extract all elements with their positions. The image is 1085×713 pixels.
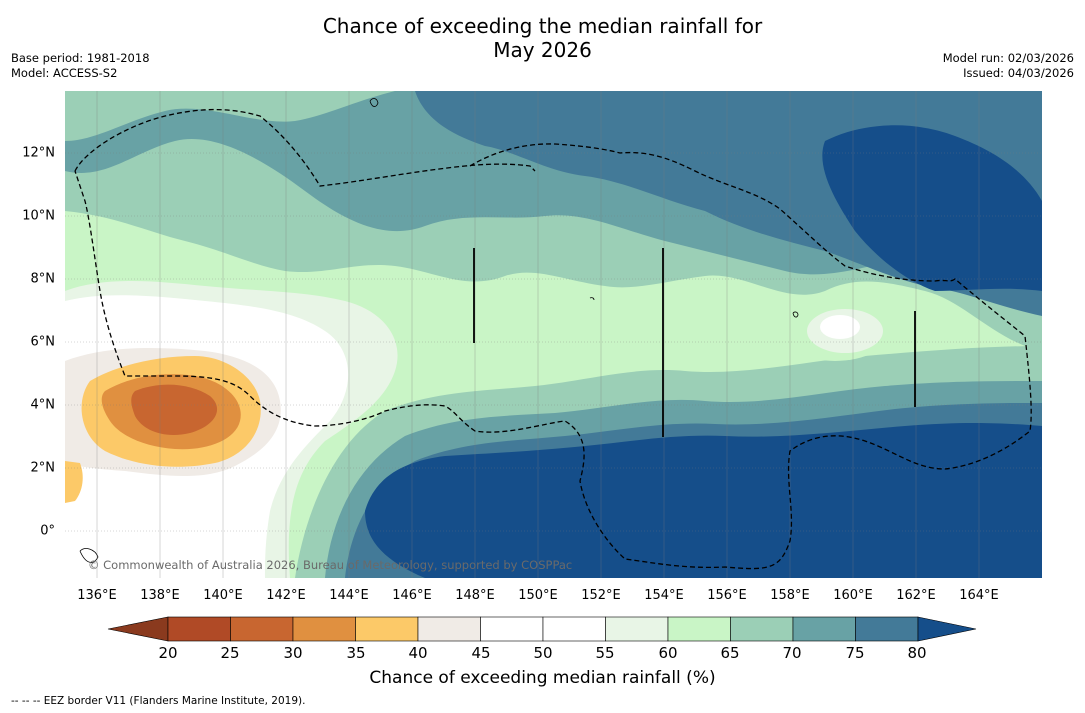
x-tick-label: 144°E <box>329 588 369 603</box>
x-tick-label: 154°E <box>644 588 684 603</box>
colorbar-extend-low <box>107 616 169 642</box>
colorbar-bin <box>167 616 231 642</box>
eez-footnote: -- -- -- EEZ border V11 (Flanders Marine… <box>11 695 306 707</box>
title-line-2: May 2026 <box>493 38 592 62</box>
colorbar-bin <box>292 616 356 642</box>
rainfall-map <box>65 91 1042 578</box>
eez-border-fsm <box>74 143 1032 570</box>
x-tick-label: 142°E <box>266 588 306 603</box>
colorbar-bin <box>792 616 856 642</box>
colorbar-tick: 40 <box>408 644 428 662</box>
base-period: Base period: 1981-2018 <box>11 51 150 65</box>
meta-left: Base period: 1981-2018 Model: ACCESS-S2 <box>11 51 150 80</box>
colorbar-bin <box>230 616 294 642</box>
colorbar-extend-high <box>917 616 977 642</box>
y-tick-label: 8°N <box>30 271 56 287</box>
eez-border-palau-fsm-west <box>74 108 536 187</box>
y-tick-label: 6°N <box>30 334 56 350</box>
colorbar-tick: 35 <box>346 644 366 662</box>
title-line-1: Chance of exceeding the median rainfall … <box>322 14 763 38</box>
x-tick-label: 152°E <box>581 588 621 603</box>
y-tick-label: 2°N <box>30 460 56 476</box>
model-run: Model run: 02/03/2026 <box>942 51 1074 65</box>
x-tick-label: 140°E <box>203 588 243 603</box>
meta-right: Model run: 02/03/2026 Issued: 04/03/2026 <box>943 51 1074 80</box>
colorbar-bin <box>667 616 731 642</box>
y-tick-label: 12°N <box>22 145 55 161</box>
colorbar-tick: 80 <box>907 644 927 662</box>
islands <box>79 98 799 563</box>
colorbar-bin <box>417 616 481 642</box>
map-svg <box>65 91 1042 578</box>
colorbar-tick: 75 <box>845 644 865 662</box>
colorbar-tick: 45 <box>471 644 491 662</box>
colorbar-tick: 70 <box>782 644 802 662</box>
x-tick-label: 146°E <box>392 588 432 603</box>
colorbar-bin <box>480 616 544 642</box>
x-tick-label: 138°E <box>140 588 180 603</box>
model-name: Model: ACCESS-S2 <box>11 65 118 80</box>
contour-25-30-west <box>131 384 218 436</box>
y-tick-label: 0° <box>40 523 55 539</box>
x-tick-label: 160°E <box>833 588 873 603</box>
copyright-notice: © Commonwealth of Australia 2026, Bureau… <box>88 558 573 572</box>
x-tick-label: 158°E <box>770 588 810 603</box>
colorbar-tick: 30 <box>283 644 303 662</box>
contour-35-40-southwest <box>65 461 83 503</box>
colorbar-tick: 50 <box>533 644 553 662</box>
map-title: Chance of exceeding the median rainfall … <box>0 14 1085 62</box>
x-tick-label: 162°E <box>896 588 936 603</box>
colorbar-bin <box>605 616 669 642</box>
colorbar-tick: 20 <box>158 644 178 662</box>
colorbar-bin <box>355 616 419 642</box>
colorbar-tick: 65 <box>720 644 740 662</box>
colorbar-tick: 60 <box>658 644 678 662</box>
colorbar-tick: 25 <box>220 644 240 662</box>
colorbar-bin <box>730 616 794 642</box>
x-tick-label: 148°E <box>455 588 495 603</box>
x-tick-label: 164°E <box>959 588 999 603</box>
colorbar <box>107 616 977 642</box>
contour-45-55-east <box>820 315 860 339</box>
colorbar-tick: 55 <box>595 644 615 662</box>
x-tick-label: 156°E <box>707 588 747 603</box>
segment-markers <box>473 248 916 437</box>
x-tick-label: 150°E <box>518 588 558 603</box>
y-tick-label: 10°N <box>22 208 55 224</box>
y-tick-label: 4°N <box>30 397 56 413</box>
colorbar-bin <box>542 616 606 642</box>
contour-80-south <box>365 422 1042 578</box>
x-tick-label: 136°E <box>77 588 117 603</box>
issued-date: Issued: 04/03/2026 <box>963 65 1074 80</box>
colorbar-title: Chance of exceeding median rainfall (%) <box>369 668 716 688</box>
contour-80-northeast <box>822 125 1042 292</box>
colorbar-bin <box>855 616 919 642</box>
graticule <box>65 91 1042 578</box>
